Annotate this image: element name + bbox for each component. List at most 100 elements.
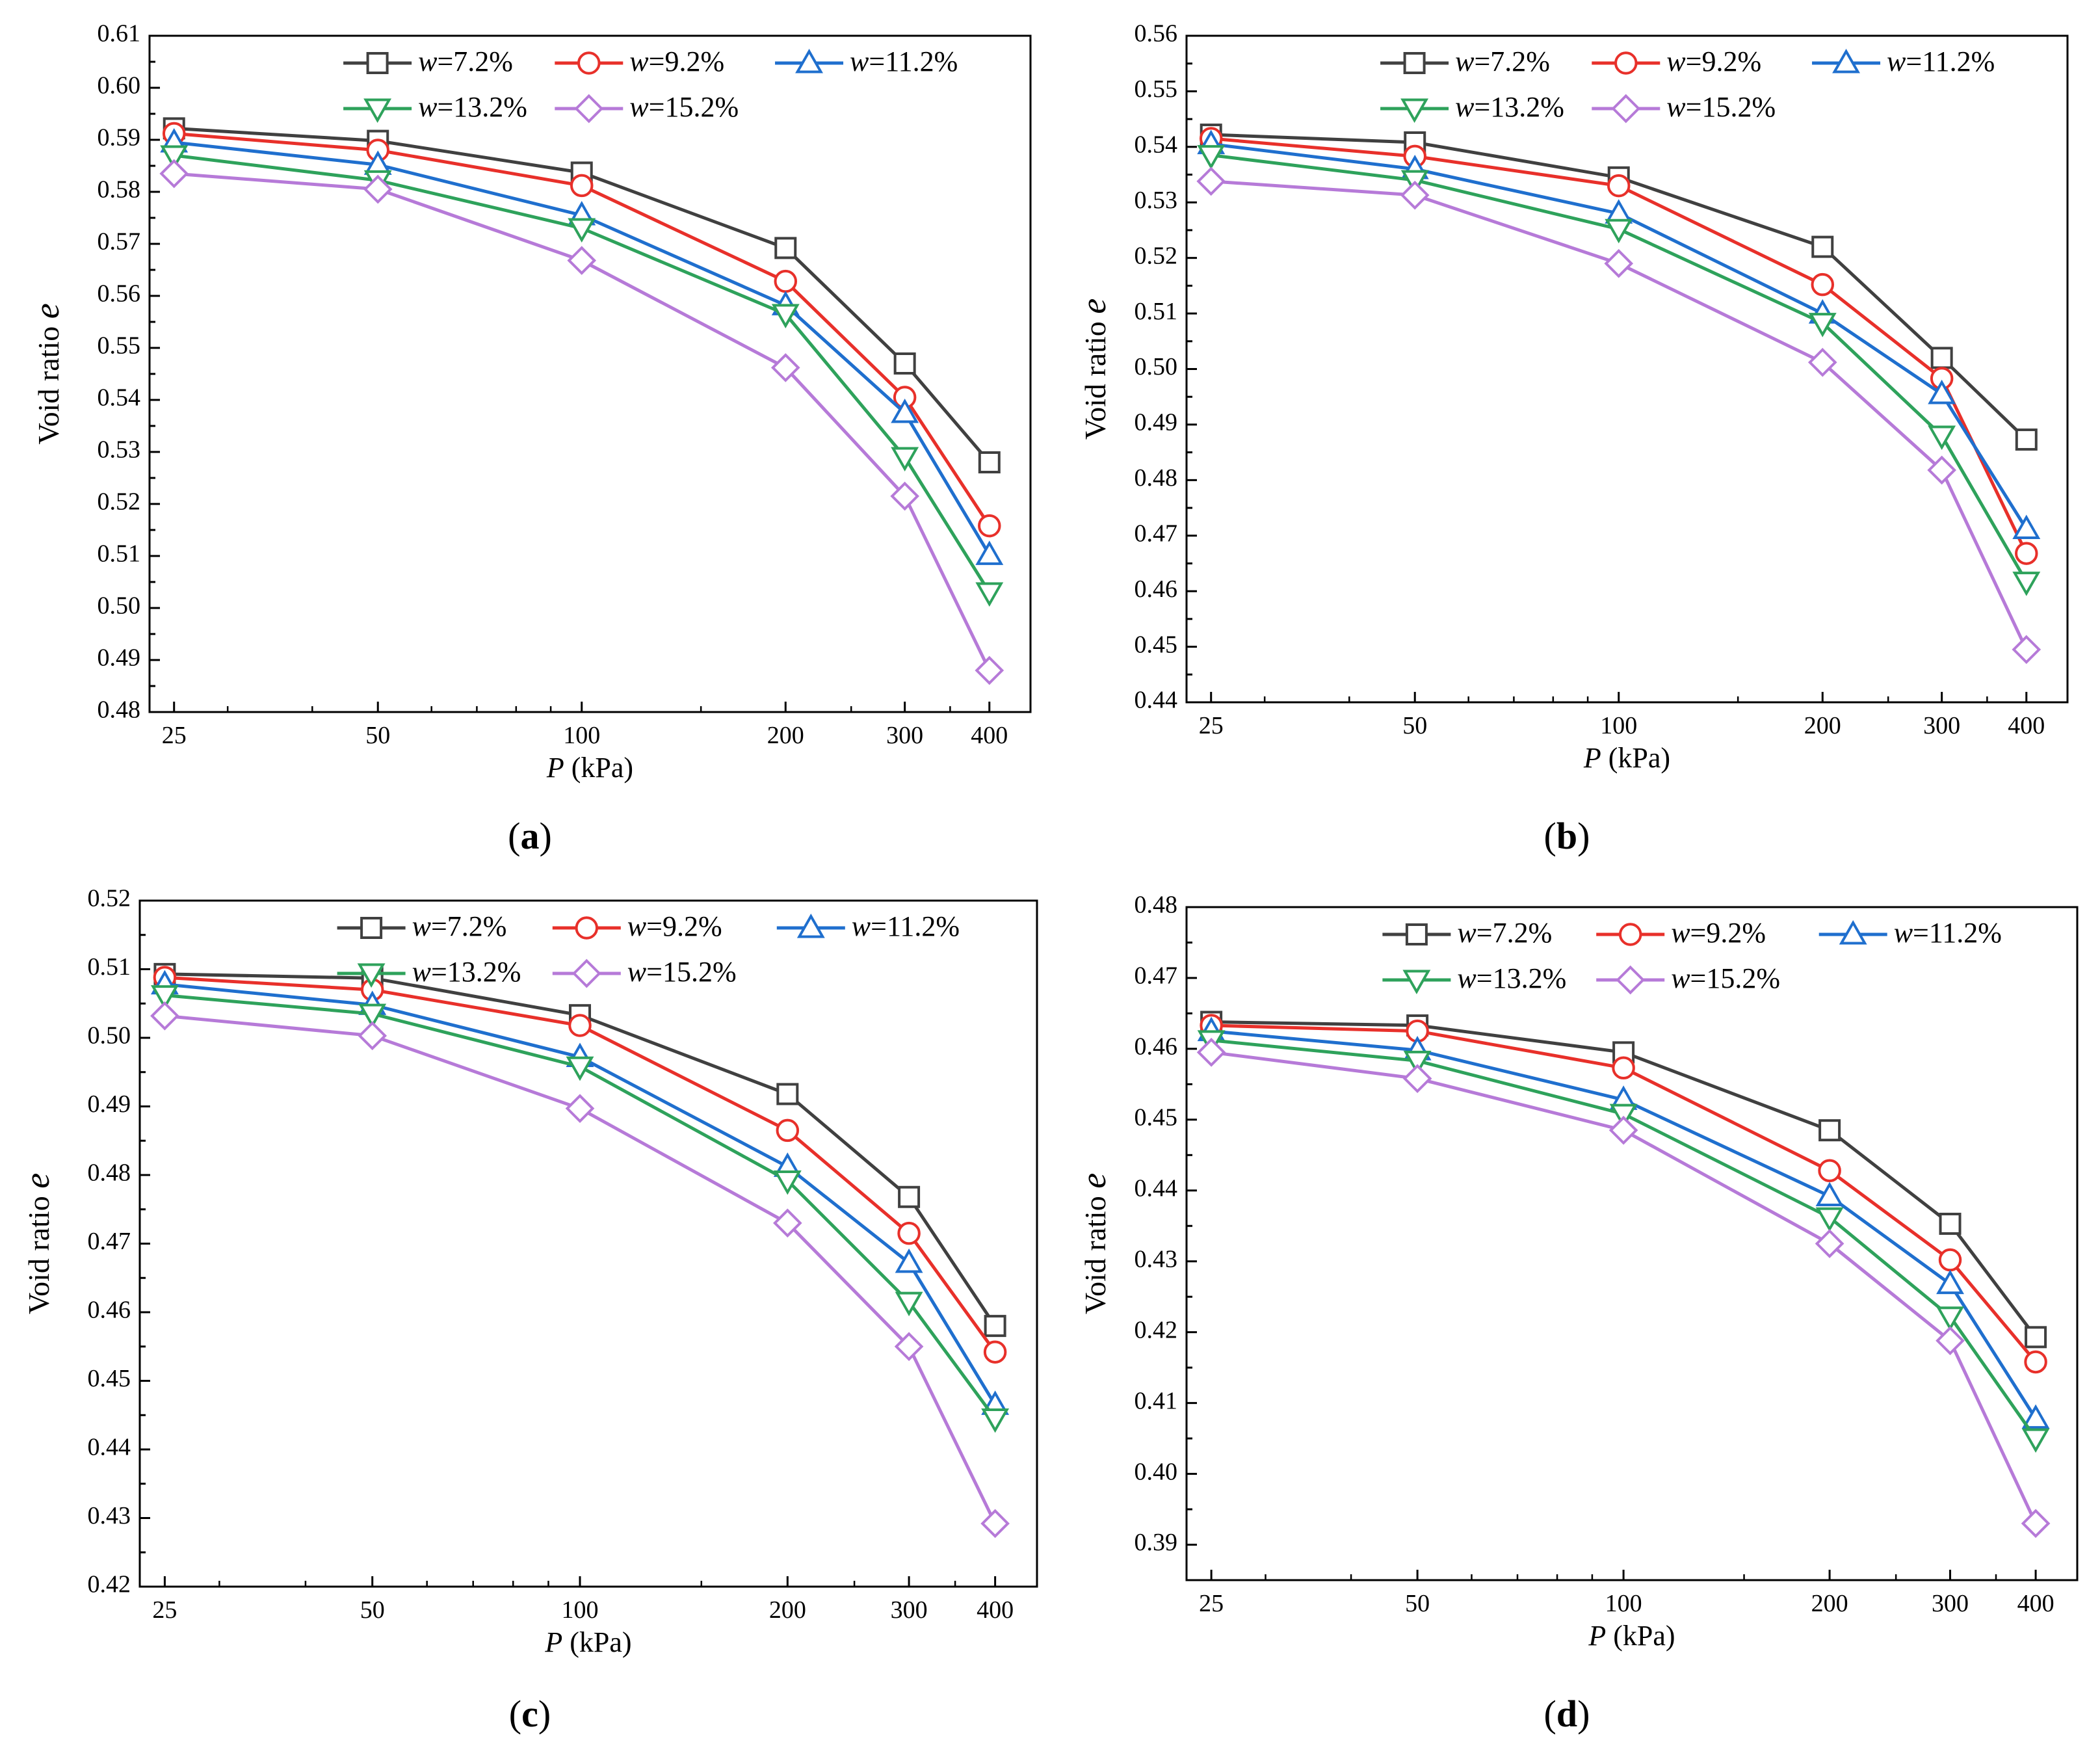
- data-point: [2021, 1509, 2051, 1539]
- x-axis-label: P (kPa): [1588, 1620, 1675, 1652]
- data-point: [363, 174, 393, 204]
- data-point: [975, 540, 1004, 565]
- data-point: [1612, 1056, 1635, 1080]
- y-tick-label: 0.41: [1135, 1387, 1178, 1414]
- data-point: [890, 481, 919, 511]
- data-point: [1818, 1159, 1841, 1183]
- y-tick-label: 0.42: [88, 1571, 131, 1598]
- data-point: [1815, 1229, 1844, 1258]
- legend-label: w=7.2%: [1457, 917, 1552, 949]
- data-point: [568, 218, 596, 243]
- data-point: [774, 269, 798, 293]
- data-point: [1811, 235, 1834, 258]
- data-point: [1608, 1115, 1638, 1145]
- x-tick-label: 300: [886, 722, 923, 749]
- x-tick-label: 300: [1923, 712, 1960, 739]
- data-point: [1400, 180, 1430, 210]
- series-line-w=7.2%: [1211, 133, 2028, 441]
- series-line-w=9.2%: [1211, 137, 2028, 555]
- x-tick-label: 200: [1804, 712, 1841, 739]
- data-point: [1936, 1326, 1965, 1356]
- x-tick-label: 100: [1600, 712, 1637, 739]
- data-point: [984, 1315, 1006, 1338]
- data-point: [1815, 1207, 1844, 1232]
- y-tick-label: 0.46: [1135, 1033, 1178, 1061]
- legend-marker: [1616, 965, 1646, 995]
- data-point: [1939, 1212, 1962, 1235]
- y-tick-label: 0.46: [1135, 575, 1178, 603]
- data-point: [1196, 166, 1226, 196]
- legend-label: w=11.2%: [852, 910, 960, 942]
- series-line-w=7.2%: [1211, 1020, 2038, 1338]
- x-tick-label: 200: [1811, 1590, 1848, 1617]
- data-point: [159, 159, 189, 189]
- y-tick-label: 0.50: [98, 592, 141, 620]
- y-tick-label: 0.50: [1135, 353, 1178, 380]
- data-point: [568, 1014, 592, 1037]
- legend-label: w=15.2%: [627, 956, 737, 988]
- legend-label: w=9.2%: [627, 910, 722, 942]
- data-point: [1196, 1038, 1226, 1067]
- data-point: [1609, 1103, 1638, 1129]
- data-point: [1938, 1248, 1962, 1272]
- chart-panel-a: 0.48 0.49 0.50 0.51 0.52 0.53 0.54 0.55 0.56 0.57…: [27, 20, 1032, 857]
- plot-frame: [1185, 906, 2079, 1581]
- data-point: [567, 246, 597, 275]
- series-line-w=11.2%: [1211, 142, 2028, 530]
- y-tick-label: 0.54: [1135, 131, 1178, 159]
- data-point: [2021, 1404, 2050, 1429]
- x-tick-label: 25: [152, 1596, 177, 1624]
- data-point: [1815, 1182, 1844, 1207]
- x-tick-label: 400: [2008, 712, 2045, 739]
- series-line-w=15.2%: [174, 172, 991, 672]
- data-point: [1402, 1064, 1432, 1093]
- y-tick-label: 0.52: [88, 885, 131, 912]
- legend-label: w=15.2%: [1671, 962, 1780, 994]
- series-line-w=15.2%: [1211, 1050, 2038, 1524]
- x-tick-label: 400: [2017, 1590, 2054, 1617]
- x-tick-label: 400: [977, 1596, 1014, 1624]
- x-tick-label: 100: [562, 1596, 599, 1624]
- y-tick-label: 0.53: [1135, 187, 1178, 214]
- data-point: [150, 1001, 179, 1031]
- series-line-w=9.2%: [174, 131, 991, 527]
- x-tick-label: 400: [971, 722, 1008, 749]
- legend-marker: [1400, 98, 1429, 124]
- data-point: [978, 451, 1001, 473]
- legend-marker: [366, 52, 389, 74]
- series-line-w=9.2%: [164, 975, 997, 1353]
- y-tick-label: 0.46: [88, 1297, 131, 1324]
- x-tick-label: 200: [767, 722, 804, 749]
- y-tick-label: 0.52: [98, 488, 141, 516]
- data-point: [895, 1291, 923, 1317]
- data-point: [891, 447, 919, 472]
- data-point: [891, 398, 919, 423]
- y-axis-label: Void ratio e: [27, 303, 66, 444]
- data-point: [1808, 313, 1837, 337]
- legend-label: w=15.2%: [1666, 91, 1776, 123]
- data-point: [776, 1083, 799, 1105]
- data-point: [770, 353, 800, 382]
- y-tick-label: 0.39: [1135, 1529, 1178, 1556]
- data-point: [776, 1118, 800, 1143]
- y-tick-label: 0.48: [1135, 892, 1178, 919]
- data-point: [1605, 218, 1633, 244]
- data-point: [980, 1509, 1010, 1539]
- y-tick-label: 0.48: [98, 696, 141, 724]
- legend-label: w=13.2%: [1455, 91, 1564, 123]
- data-point: [1936, 1269, 1964, 1295]
- data-point: [894, 1332, 924, 1362]
- y-tick-label: 0.51: [88, 953, 131, 981]
- data-point: [1197, 145, 1226, 170]
- series-line-w=11.2%: [164, 983, 997, 1406]
- legend-label: w=11.2%: [850, 46, 958, 77]
- data-point: [978, 514, 1001, 538]
- x-tick-label: 50: [1405, 1590, 1430, 1617]
- x-tick-label: 300: [891, 1596, 928, 1624]
- data-point: [895, 1248, 923, 1273]
- y-axis-label: Void ratio e: [18, 1173, 57, 1314]
- data-point: [981, 1408, 1010, 1433]
- data-point: [772, 1208, 802, 1238]
- legend-marker: [1839, 919, 1867, 945]
